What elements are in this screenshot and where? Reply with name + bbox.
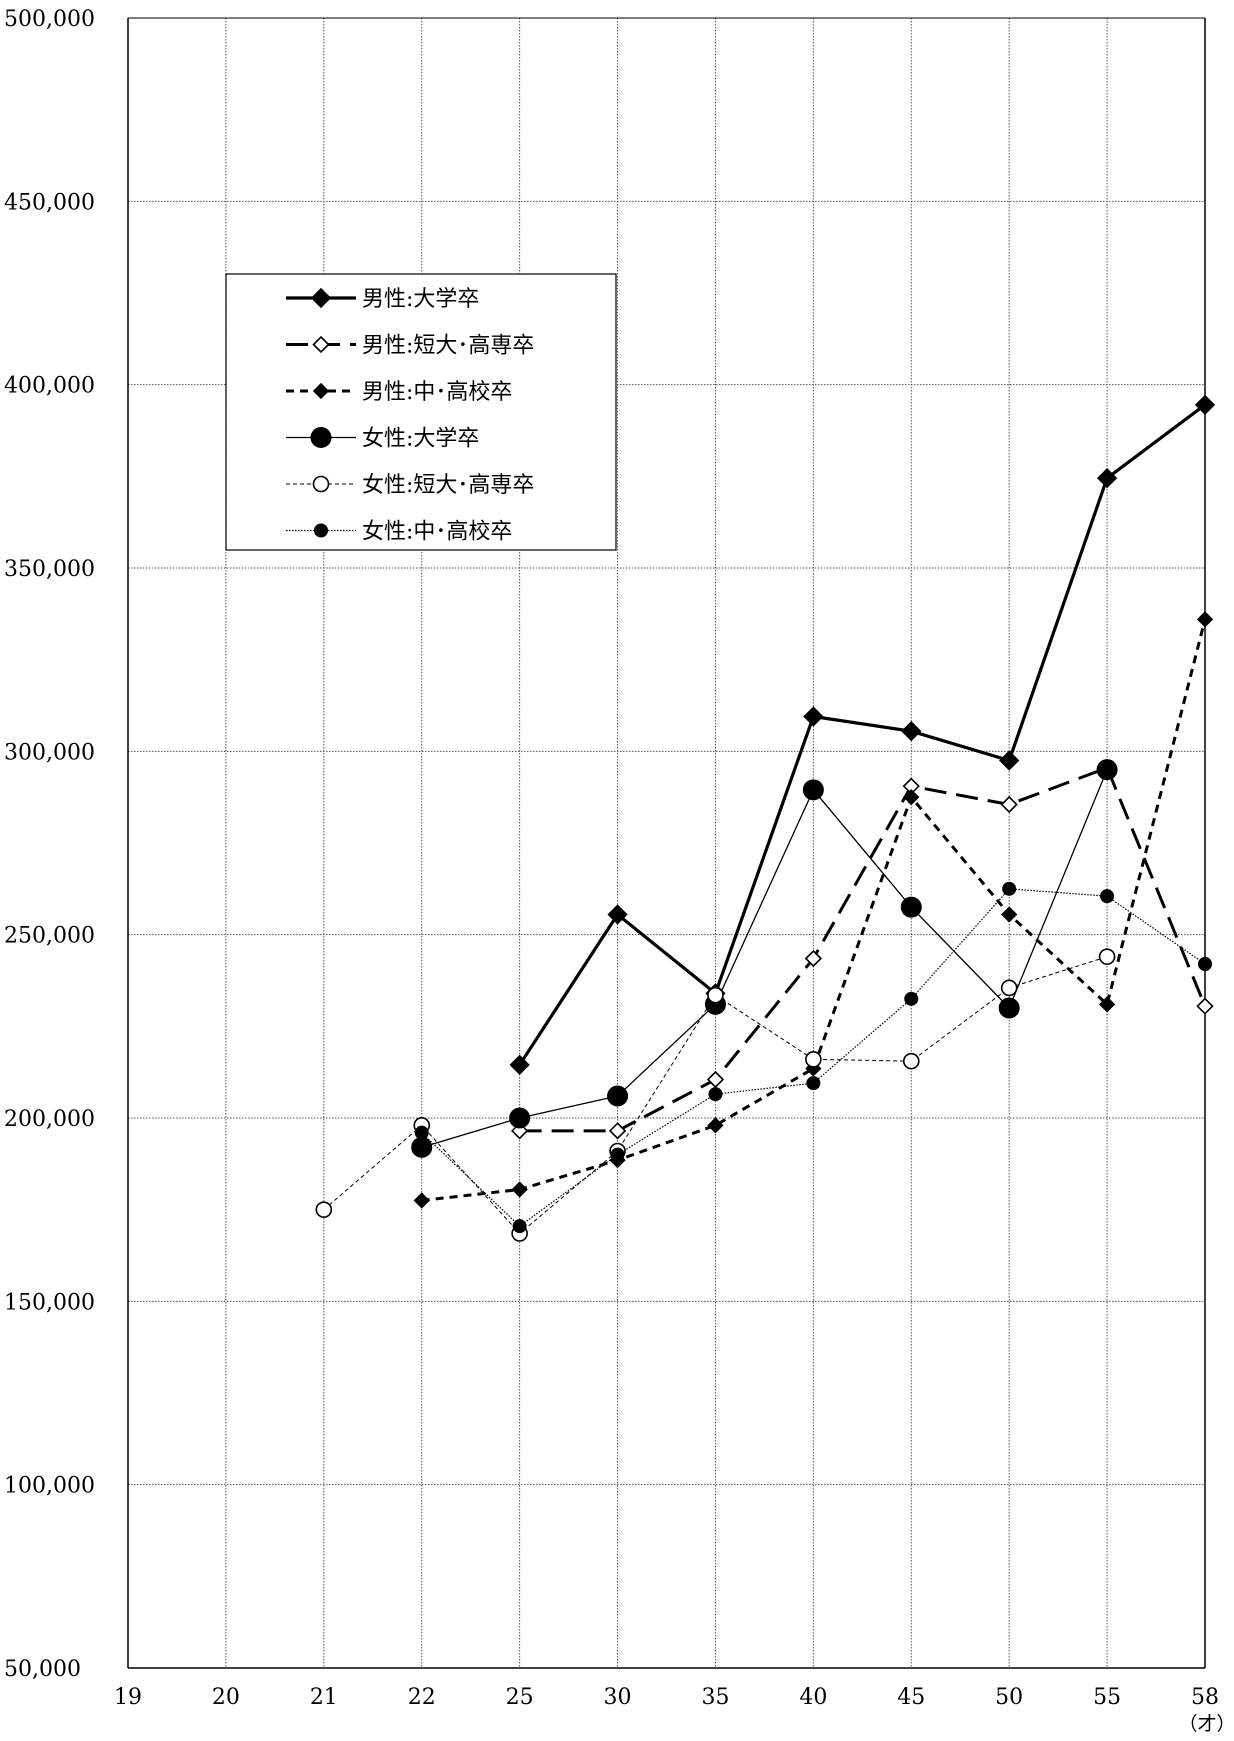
series-5-point (315, 1201, 333, 1218)
y-tick-label: 50,000 (4, 1657, 81, 1682)
series-3-point (707, 1117, 724, 1134)
legend-label-5: 女性:短大･高専卒 (362, 473, 534, 498)
series-6-point (708, 1087, 723, 1102)
series-6-point (806, 1076, 821, 1091)
series-6-point (1100, 889, 1115, 904)
x-tick-label: 25 (506, 1685, 534, 1710)
series-3-point (1098, 996, 1116, 1013)
legend-marker-4 (310, 427, 332, 448)
legend-label-1: 男性:大学卒 (362, 287, 479, 312)
y-tick-label: 200,000 (4, 1107, 95, 1132)
series-5-point (1098, 948, 1116, 965)
series-5-point (707, 986, 724, 1004)
series-4-point (900, 896, 922, 918)
legend-label-2: 男性:短大･高専卒 (362, 334, 534, 359)
series-layer (315, 394, 1216, 1242)
series-2-point (706, 1070, 725, 1089)
x-tick-label: 45 (897, 1685, 925, 1710)
x-tick-label: 40 (799, 1685, 827, 1710)
series-3-point (413, 1192, 430, 1209)
y-tick-label: 100,000 (4, 1474, 95, 1499)
series-1-point (901, 721, 922, 742)
series-4-point (509, 1107, 531, 1129)
y-tick-label: 300,000 (4, 740, 95, 765)
axes: 50,000 100,000 150,000 200,000 250,000 300,00… (4, 7, 1234, 1735)
legend-label-4: 女性:大学卒 (362, 427, 479, 452)
series-4-point (1096, 759, 1118, 781)
legend-box (225, 273, 617, 551)
series-1-point (999, 750, 1020, 771)
x-tick-label: 55 (1093, 1685, 1121, 1710)
series-6-point (414, 1125, 429, 1140)
legend-marker-5 (312, 475, 330, 493)
series-line-3 (421, 618, 1207, 1202)
series-1-point (1194, 394, 1216, 415)
series-3-point (1001, 906, 1018, 923)
series-1-point (1096, 468, 1118, 489)
x-tick-label: 19 (114, 1685, 142, 1710)
series-2-point (1000, 795, 1018, 814)
x-tick-label: 22 (408, 1685, 436, 1710)
series-line-4 (421, 769, 1108, 1148)
series-4-point (802, 779, 824, 801)
series-line-5 (323, 956, 1108, 1234)
legend-marker-3 (312, 382, 330, 400)
y-tick-label: 350,000 (4, 557, 95, 582)
series-3-point (511, 1181, 528, 1198)
series-2-point (1196, 997, 1214, 1015)
series-line-2 (519, 766, 1207, 1133)
series-6-point (1002, 881, 1017, 896)
series-5-point (805, 1051, 822, 1068)
x-tick-label: 20 (212, 1685, 240, 1710)
legend-marker-6 (314, 523, 328, 538)
series-2-point (608, 1122, 627, 1140)
y-tick-label: 250,000 (4, 924, 95, 949)
legend-label-3: 男性:中･高校卒 (362, 380, 512, 405)
series-6-point (512, 1219, 527, 1234)
y-tick-label: 150,000 (4, 1290, 95, 1315)
legend-marker-2 (312, 335, 330, 354)
y-tick-label: 500,000 (4, 7, 95, 32)
series-3-point (903, 789, 920, 806)
series-line-1 (518, 403, 1206, 1066)
series-1-point (803, 706, 824, 727)
series-4-point (998, 997, 1020, 1019)
series-6-point (1198, 957, 1212, 971)
x-tick-label: 50 (995, 1685, 1023, 1710)
legend-label-6: 女性:中･高校卒 (362, 520, 512, 545)
series-6-point (610, 1147, 625, 1162)
series-3-point (1196, 611, 1214, 628)
series-4-point (607, 1085, 629, 1107)
x-tick-label: 35 (701, 1685, 729, 1710)
legend-marker-1 (310, 287, 332, 309)
x-tick-label: 21 (310, 1685, 338, 1710)
y-tick-label: 400,000 (4, 374, 95, 399)
series-5-point (902, 1052, 920, 1070)
x-tick-label: 30 (604, 1685, 632, 1710)
y-tick-label: 450,000 (4, 190, 95, 215)
series-1-point (509, 1054, 530, 1075)
x-unit-label: （才） (1178, 1713, 1234, 1735)
x-tick-label: 58 (1191, 1685, 1219, 1710)
series-1-point (607, 904, 628, 925)
series-2-point (804, 949, 822, 968)
series-5-point (1000, 979, 1018, 997)
series-4-point (411, 1136, 433, 1158)
series-6-point (904, 991, 919, 1006)
legend: 男性:大学卒男性:短大･高専卒男性:中･高校卒女性:大学卒女性:短大･高専卒女性… (225, 273, 617, 551)
